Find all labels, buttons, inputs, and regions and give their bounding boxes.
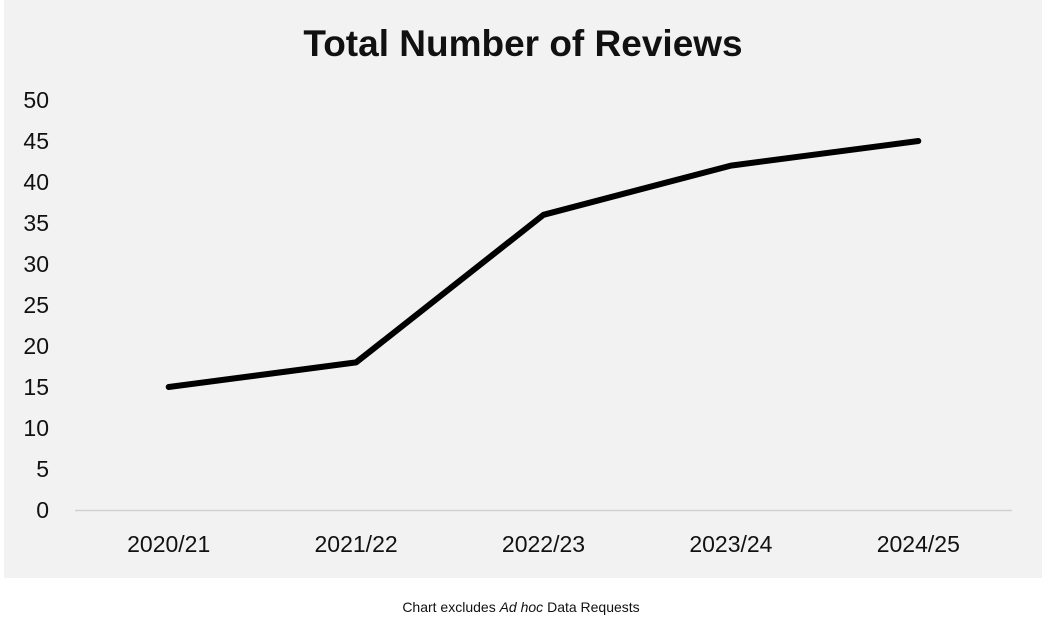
series-layer [165,138,922,390]
x-tick-label: 2021/22 [315,531,398,557]
y-tick-label: 15 [23,374,49,400]
y-tick-label: 25 [23,292,49,318]
footnote-suffix: Data Requests [543,599,640,615]
x-tick-label: 2023/24 [689,531,772,557]
x-axis: 2020/21 2021/22 2022/23 2023/24 2024/25 [75,509,1012,557]
data-point [355,361,358,364]
y-tick-label: 5 [36,456,49,482]
x-tick-label: 2020/21 [127,531,210,557]
footnote-prefix: Chart excludes [402,599,500,615]
footnote-emphasis: Ad hoc [499,599,544,615]
data-point [917,140,920,142]
x-tick-label: 2022/23 [502,531,585,557]
y-tick-label: 10 [23,415,49,441]
y-tick-label: 50 [23,87,49,113]
chart-title: Total Number of Reviews [303,23,742,64]
data-point [729,164,732,167]
y-axis: 0 5 10 15 20 25 30 35 40 45 50 [23,87,49,523]
y-tick-label: 40 [23,169,49,195]
data-point [167,386,170,388]
y-tick-label: 20 [23,333,49,359]
chart-footnote: Chart excludes Ad hoc Data Requests [0,599,1042,615]
y-tick-label: 0 [36,497,49,523]
y-tick-label: 45 [23,128,49,154]
data-point [542,213,545,216]
y-tick-label: 35 [23,210,49,236]
y-tick-label: 30 [23,251,49,277]
line-chart: Total Number of Reviews 0 5 10 15 20 25 30 35 40… [23,23,1012,557]
chart-panel: Total Number of Reviews 0 5 10 15 20 25 30 35 40… [4,0,1042,578]
series-line [165,138,922,390]
x-tick-label: 2024/25 [877,531,960,557]
